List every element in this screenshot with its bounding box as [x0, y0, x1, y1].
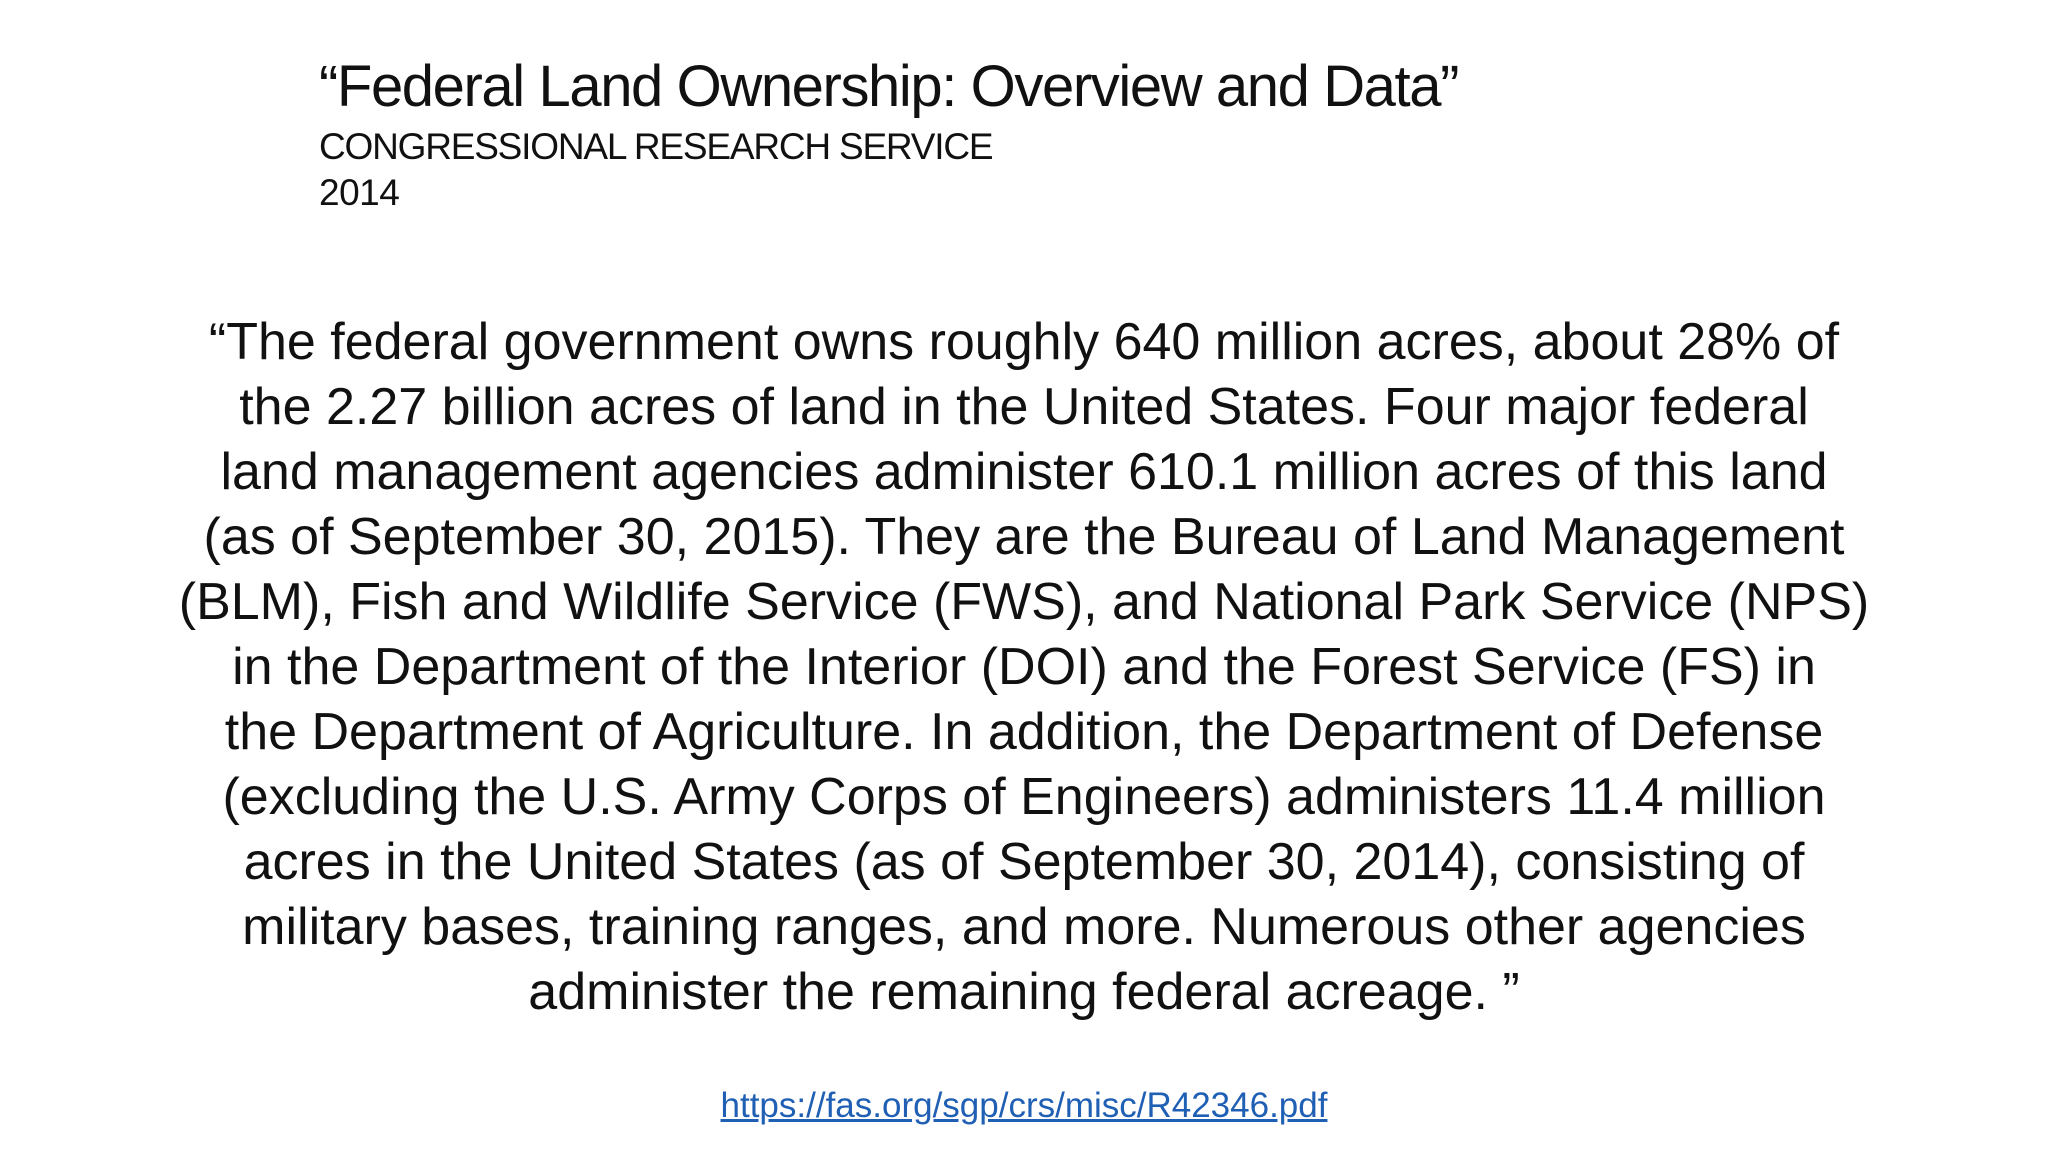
quote-line: administer the remaining federal acreage… [528, 963, 1520, 1021]
source-organization: CONGRESSIONAL RESEARCH SERVICE [319, 126, 994, 167]
quote-line: in the Department of the Interior (DOI) … [232, 638, 1816, 696]
publication-year: 2014 [319, 172, 400, 213]
quote-line: military bases, training ranges, and mor… [242, 898, 1806, 956]
quote-line: (excluding the U.S. Army Corps of Engine… [222, 768, 1826, 826]
slide-header: “Federal Land Ownership: Overview and Da… [319, 50, 1819, 216]
source-link[interactable]: https://fas.org/sgp/crs/misc/R42346.pdf [720, 1086, 1328, 1125]
quote-line: the 2.27 billion acres of land in the Un… [239, 378, 1809, 436]
quote-block: “The federal government owns roughly 640… [100, 310, 1948, 1025]
quote-line: the Department of Agriculture. In additi… [224, 703, 1824, 761]
quote-line: land management agencies administer 610.… [220, 443, 1828, 501]
slide-title: “Federal Land Ownership: Overview and Da… [319, 54, 1459, 119]
quote-line: acres in the United States (as of Septem… [243, 833, 1805, 891]
quote-line: (as of September 30, 2015). They are the… [203, 508, 1845, 566]
quote-line: (BLM), Fish and Wildlife Service (FWS), … [178, 573, 1870, 631]
quote-line: “The federal government owns roughly 640… [208, 313, 1840, 371]
